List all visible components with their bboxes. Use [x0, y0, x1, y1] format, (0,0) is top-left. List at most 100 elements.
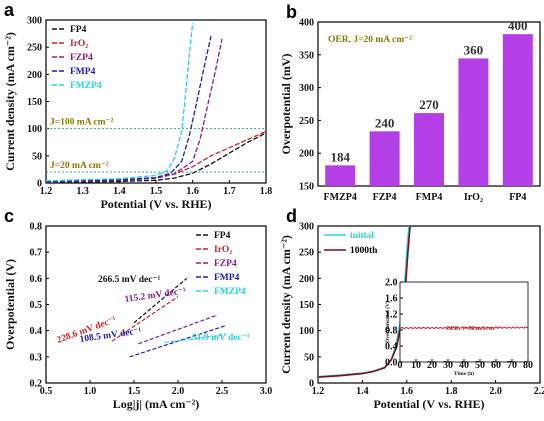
x-tick-label: 40: [459, 360, 469, 371]
y-tick-label: 350: [299, 50, 314, 61]
panel-d-label: d: [286, 206, 297, 226]
y-tick-label: 1.2: [385, 310, 398, 321]
x-tick-label: 1.3: [76, 186, 89, 197]
panel-c-label: c: [4, 206, 14, 226]
y-tick-label: 0.6: [30, 274, 43, 285]
series-line-IrO2: [45, 130, 267, 183]
x-tick-label: 1.6: [401, 386, 414, 397]
y-tick-label: 250: [299, 248, 314, 259]
x-tick-label: 3.0: [260, 386, 273, 397]
x-tick-label: 1.4: [356, 386, 369, 397]
y-tick-label: 1.6: [385, 294, 398, 305]
bar-value-label: 270: [419, 97, 439, 112]
series-line-FMP4: [45, 36, 212, 183]
x-tick-label: 1.2: [312, 386, 325, 397]
y-tick-label: 100: [299, 326, 314, 337]
legend-entry: FZP4: [214, 259, 237, 269]
x-tick-label: 1.5: [150, 186, 163, 197]
bar-value-label: 400: [508, 18, 528, 33]
legend-entry: IrO₂: [70, 39, 88, 49]
y-tick-label: 250: [299, 116, 314, 127]
x-tick-label: 30: [443, 360, 453, 371]
y-tick-label: 300: [299, 222, 314, 233]
legend-entry: FMZP4: [214, 287, 246, 297]
x-tick-label: 0.5: [40, 386, 53, 397]
legend-entry: FMZP4: [70, 81, 102, 91]
x-axis-label: Log|j| (mA cm⁻²): [113, 397, 200, 411]
y-tick-label: 0.7: [30, 248, 43, 259]
category-label: IrO₂: [464, 192, 483, 203]
legend-entry: 1000th: [350, 246, 378, 256]
inset-stability-line: [399, 326, 529, 330]
x-axis-label: Potential (V vs. RHE): [100, 197, 211, 211]
bar-1: [369, 131, 400, 186]
y-tick-label: 0.2: [30, 379, 43, 390]
y-tick-label: 400: [299, 18, 314, 29]
legend-entry: FP4: [70, 25, 87, 35]
legend-entry: IrO₂: [214, 245, 232, 255]
category-label: FMP4: [416, 192, 443, 203]
y-axis-label: Current density (mA cm⁻²): [279, 235, 293, 374]
inset-x-label: Time (h): [454, 370, 474, 377]
category-label: FMZP4: [324, 192, 357, 203]
y-tick-label: 200: [299, 274, 314, 285]
x-tick-label: 10: [411, 360, 421, 371]
reference-label: J=100 mA cm⁻²: [50, 118, 114, 128]
category-label: FP4: [509, 192, 526, 203]
slope-label: 266.5 mV dec⁻¹: [98, 275, 160, 285]
y-tick-label: 300: [27, 16, 42, 27]
y-tick-label: 0: [309, 379, 314, 390]
category-label: FZP4: [373, 192, 397, 203]
y-tick-label: 50: [32, 151, 42, 162]
plot-frame: [45, 225, 267, 384]
y-axis-label: Overpotential (mV): [279, 54, 293, 155]
y-tick-label: 0.4: [385, 342, 398, 353]
series-line-IrO2: [111, 296, 179, 342]
series-line-FMZP4: [164, 334, 227, 343]
y-tick-label: 200: [27, 70, 42, 81]
slope-label: 115.2 mV dec⁻¹: [124, 286, 187, 305]
x-tick-label: 2.5: [216, 386, 229, 397]
y-tick-label: 0.0: [385, 358, 398, 369]
legend-entry: FZP4: [70, 53, 93, 63]
chart-title: OER, J=20 mA cm⁻²: [328, 35, 412, 45]
y-tick-label: 0.8: [30, 222, 43, 233]
y-axis-label: Overpotential (V): [3, 259, 17, 350]
x-tick-label: 80: [523, 360, 533, 371]
x-tick-label: 60: [491, 360, 501, 371]
x-tick-label: 1.8: [260, 186, 273, 197]
y-tick-label: 300: [299, 83, 314, 94]
bar-value-label: 184: [330, 149, 350, 164]
x-tick-label: 70: [507, 360, 517, 371]
legend-entry: FMP4: [214, 273, 240, 283]
legend-entry: FMP4: [70, 67, 96, 77]
inset-y-label: Overpotential (V): [384, 301, 391, 343]
slope-label: 51.9 mV dec⁻¹: [192, 333, 250, 343]
x-tick-label: 1.7: [223, 186, 236, 197]
y-tick-label: 100: [27, 124, 42, 135]
x-tick-label: 20: [427, 360, 437, 371]
x-tick-label: 1.4: [113, 186, 126, 197]
bar-value-label: 360: [464, 42, 484, 57]
y-tick-label: 150: [299, 300, 314, 311]
y-tick-label: 2.0: [385, 278, 398, 289]
x-axis-label: Potential (V vs. RHE): [373, 397, 484, 411]
x-tick-label: 2.0: [172, 386, 185, 397]
y-tick-label: 0.8: [385, 326, 398, 337]
x-tick-label: 2.2: [534, 386, 544, 397]
x-tick-label: 1.2: [40, 186, 53, 197]
y-tick-label: 150: [299, 182, 314, 193]
series-line-FZP4: [45, 38, 223, 183]
y-tick-label: 0: [37, 179, 42, 190]
panel-c-chart: 0.5 1.0 1.5 2.0 2.5 3.0 0.2 0.3 0.4 0.5 0.6 0.7 0.8 L…: [3, 222, 272, 412]
reference-label: J=20 mA cm⁻²: [50, 161, 109, 171]
panel-b-chart: 150 200 250 300 350 400 Overpotential (mV) OER,…: [279, 18, 541, 203]
y-axis-label: Current density (mA cm⁻²): [3, 32, 17, 171]
x-tick-label: 50: [475, 360, 485, 371]
panel-b-label: b: [286, 2, 297, 22]
bar-4: [502, 34, 533, 186]
y-tick-label: 200: [299, 149, 314, 160]
series-line-FP4: [133, 277, 188, 324]
y-tick-label: 0.5: [30, 300, 43, 311]
